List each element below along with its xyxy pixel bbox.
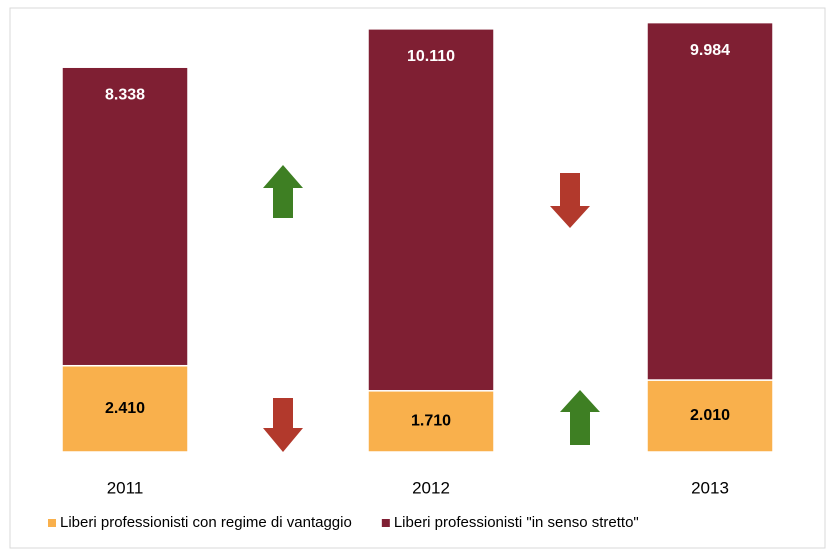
- x-tick-label: 2013: [691, 478, 729, 497]
- data-label: 2.410: [105, 400, 145, 417]
- bar-segment: [367, 390, 495, 453]
- bar-segment: [61, 66, 189, 367]
- legend-label: Liberi professionisti con regime di vant…: [60, 514, 352, 531]
- arrow-down: [550, 173, 590, 228]
- legend-swatch: [381, 519, 390, 527]
- arrow-down: [263, 398, 303, 452]
- data-label: 10.110: [407, 48, 455, 65]
- bar-segment: [367, 28, 495, 392]
- x-tick-label: 2012: [412, 478, 450, 497]
- x-tick-label: 2011: [107, 478, 144, 497]
- bar-segment: [646, 21, 774, 381]
- bar-segment: [646, 379, 774, 453]
- legend-label: Liberi professionisti "in senso stretto": [394, 514, 639, 531]
- bar-segment: [61, 364, 189, 453]
- data-label: 9.984: [690, 42, 730, 59]
- arrow-up: [263, 165, 303, 218]
- legend-swatch: [48, 519, 56, 527]
- arrow-up: [560, 390, 600, 445]
- data-label: 2.010: [690, 407, 730, 424]
- data-label: 1.710: [411, 413, 451, 430]
- data-label: 8.338: [105, 86, 145, 103]
